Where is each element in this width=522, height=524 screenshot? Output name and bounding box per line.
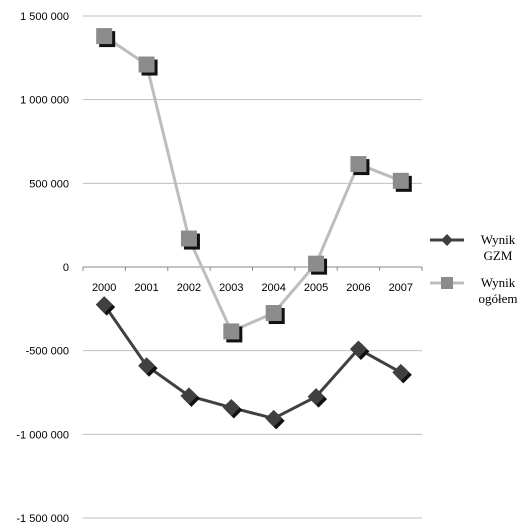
data-point — [138, 56, 158, 76]
y-tick-label: -1 500 000 — [16, 513, 69, 524]
x-tick-label: 2005 — [304, 282, 328, 294]
series-0 — [95, 296, 412, 430]
x-axis: 2000 2001 2002 2003 2004 2005 2006 2007 — [82, 267, 423, 294]
y-tick-label: 1 500 000 — [20, 11, 69, 23]
x-tick-label: 2004 — [261, 282, 285, 294]
data-point — [392, 363, 412, 384]
data-point — [96, 28, 116, 48]
x-tick-label: 2001 — [134, 282, 158, 294]
data-point — [392, 172, 412, 192]
data-point — [265, 305, 285, 325]
x-tick-label: 2006 — [346, 282, 370, 294]
series-line — [103, 34, 402, 334]
data-point — [180, 230, 200, 250]
x-tick-label: 2003 — [219, 282, 243, 294]
data-point — [222, 399, 243, 419]
series-1 — [96, 28, 412, 343]
y-tick-label: 0 — [63, 262, 69, 274]
legend-label: ogółem — [479, 291, 518, 306]
gridlines — [83, 15, 422, 519]
y-axis: 1 500 000 1 000 000 500 000 0 -500 000 -1 000… — [16, 11, 69, 524]
y-tick-label: 1 000 000 — [20, 95, 69, 107]
data-point — [95, 296, 116, 316]
x-tick-label: 2007 — [389, 282, 413, 294]
y-tick-label: 500 000 — [29, 178, 69, 190]
data-point — [308, 255, 328, 275]
legend-label: Wynik — [481, 232, 516, 247]
data-point — [307, 388, 328, 408]
data-point — [138, 357, 158, 377]
y-tick-label: -1 000 000 — [16, 429, 69, 441]
legend-label: Wynik — [481, 275, 516, 290]
x-tick-label: 2002 — [177, 282, 201, 294]
data-point — [349, 340, 370, 360]
series-group — [95, 28, 412, 430]
data-point — [265, 409, 285, 430]
data-point — [223, 323, 243, 343]
data-point — [350, 156, 370, 176]
y-tick-label: -500 000 — [26, 346, 69, 358]
x-tick-label: 2000 — [92, 282, 116, 294]
data-point — [180, 387, 200, 407]
legend-label: GZM — [484, 248, 513, 263]
